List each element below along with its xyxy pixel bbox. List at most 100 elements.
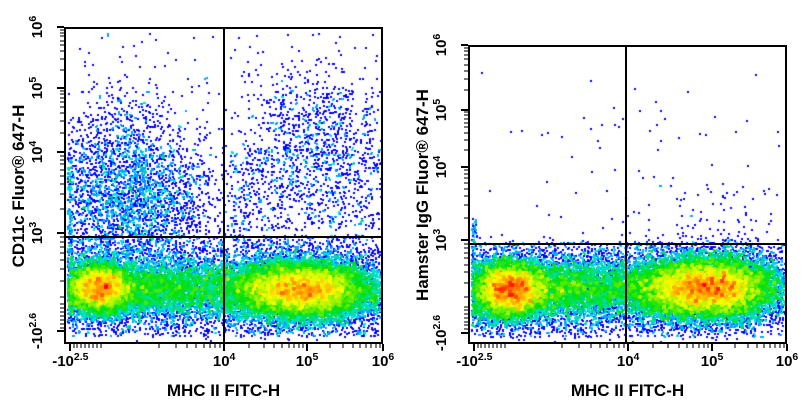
y-minor-tick [464, 313, 468, 316]
x-minor-tick [492, 344, 495, 348]
y-tick-label: 106 [27, 15, 46, 39]
x-minor-tick [598, 344, 601, 348]
y-minor-tick [60, 236, 64, 239]
y-minor-tick [60, 183, 64, 186]
y-minor-tick [60, 96, 64, 99]
y-minor-tick [60, 101, 64, 104]
y-minor-tick [464, 131, 468, 134]
y-minor-tick [464, 246, 468, 249]
y-major-tick [57, 150, 64, 153]
x-minor-tick [476, 344, 479, 348]
y-minor-tick [60, 154, 64, 157]
x-minor-tick [365, 344, 368, 348]
y-minor-tick [60, 89, 64, 92]
x-minor-tick [293, 344, 296, 348]
y-tick-label: 105 [431, 98, 450, 122]
x-minor-tick [359, 344, 362, 348]
y-minor-tick [60, 44, 64, 47]
y-minor-tick [464, 77, 468, 80]
x-minor-tick [248, 344, 251, 348]
quadrant-gate-vertical-line [223, 29, 225, 342]
y-minor-tick [464, 324, 468, 327]
y-minor-tick [60, 311, 64, 314]
y-minor-tick [464, 54, 468, 57]
y-minor-tick [464, 204, 468, 207]
y-tick-label: 105 [27, 76, 46, 100]
y-minor-tick [60, 35, 64, 38]
y-minor-tick [60, 323, 64, 326]
x-minor-tick [612, 344, 615, 348]
y-minor-tick [60, 252, 64, 255]
x-tick-label: 106 [371, 351, 395, 370]
y-minor-tick [464, 126, 468, 129]
y-minor-tick [464, 281, 468, 284]
y-minor-tick [60, 31, 64, 34]
y-minor-tick [60, 319, 64, 322]
x-minor-tick [484, 344, 487, 348]
y-minor-tick [464, 50, 468, 53]
x-minor-tick [692, 344, 695, 348]
y-major-tick [461, 238, 468, 241]
quadrant-gate-horizontal-line [66, 236, 381, 238]
x-minor-tick [763, 344, 766, 348]
y-tick-label: 104 [27, 140, 46, 164]
x-minor-tick [488, 344, 491, 348]
y-major-tick [461, 44, 468, 46]
y-minor-tick [60, 28, 64, 31]
x-minor-tick [707, 344, 710, 348]
y-minor-tick [60, 240, 64, 243]
y-minor-tick [60, 163, 64, 166]
x-minor-tick [561, 344, 564, 348]
x-axis-title: MHC II FITC-H [166, 381, 281, 400]
y-tick-label: 103 [431, 228, 450, 252]
y-tick-label: 104 [431, 155, 450, 179]
y-minor-tick [464, 69, 468, 72]
y-minor-tick [60, 50, 64, 53]
x-minor-tick [342, 344, 345, 348]
x-minor-tick [652, 344, 655, 348]
y-minor-tick [464, 173, 468, 176]
y-minor-tick [464, 251, 468, 254]
y-minor-tick [60, 259, 64, 262]
x-minor-tick [351, 344, 354, 348]
x-tick-label: 106 [775, 351, 799, 370]
y-minor-tick [60, 207, 64, 210]
y-minor-tick [60, 112, 64, 115]
y-minor-tick [60, 315, 64, 318]
x-tick-label: 104 [212, 351, 236, 370]
y-minor-tick [60, 246, 64, 249]
y-axis-title: CD11c Fluor® 647-H [9, 104, 28, 267]
y-minor-tick [464, 114, 468, 117]
x-minor-tick [782, 344, 785, 348]
x-major-tick [627, 344, 630, 351]
y-minor-tick [464, 177, 468, 180]
y-minor-tick [464, 305, 468, 308]
x-minor-tick [480, 344, 483, 348]
y-minor-tick [464, 216, 468, 219]
x-minor-tick [667, 344, 670, 348]
x-tick-label: -102.5 [52, 351, 89, 370]
x-minor-tick [503, 344, 506, 348]
y-minor-tick [464, 316, 468, 319]
y-minor-tick [464, 187, 468, 190]
x-tick-label: 105 [700, 351, 724, 370]
y-minor-tick [464, 89, 468, 92]
x-minor-tick [733, 344, 736, 348]
y-major-tick [57, 232, 64, 235]
y-minor-tick [464, 328, 468, 331]
density-scatter-canvas [470, 47, 785, 342]
x-minor-tick [606, 344, 609, 348]
x-minor-tick [84, 344, 87, 348]
x-axis-title: MHC II FITC-H [570, 381, 685, 400]
y-minor-tick [464, 63, 468, 66]
y-minor-tick [60, 307, 64, 310]
x-minor-tick [202, 344, 205, 348]
y-minor-tick [60, 268, 64, 271]
y-minor-tick [464, 296, 468, 299]
y-minor-tick [60, 327, 64, 330]
x-minor-tick [698, 344, 701, 348]
x-minor-tick [774, 344, 777, 348]
x-minor-tick [273, 344, 276, 348]
x-minor-tick [218, 344, 221, 348]
